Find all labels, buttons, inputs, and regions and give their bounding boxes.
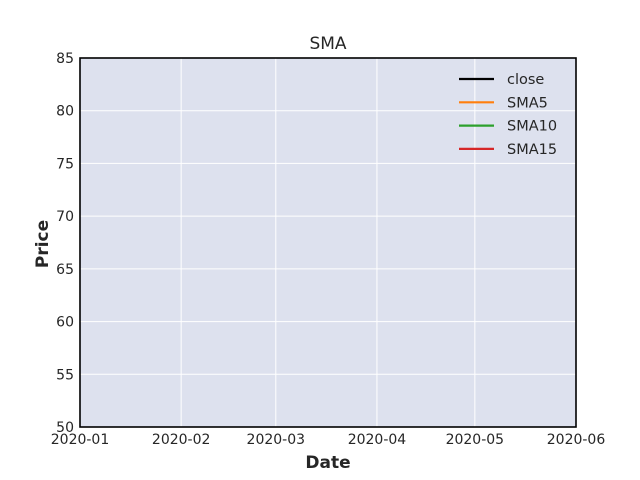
- x-axis-label: Date: [305, 453, 350, 473]
- legend-label-sma15: SMA15: [507, 142, 557, 158]
- y-tick-label: 50: [56, 420, 74, 436]
- y-tick-label: 85: [56, 51, 74, 67]
- x-tick-label: 2020-06: [547, 432, 606, 448]
- legend-label-sma10: SMA10: [507, 119, 557, 135]
- chart-title: SMA: [309, 34, 346, 54]
- y-tick-label: 65: [56, 262, 74, 278]
- y-axis-label: Price: [33, 220, 53, 268]
- y-tick-label: 60: [56, 315, 74, 331]
- legend: close SMA5 SMA10 SMA15: [459, 72, 557, 158]
- y-tick-label: 80: [56, 104, 74, 120]
- y-tick-label: 70: [56, 209, 74, 225]
- x-axis-ticks: 2020-01 2020-02 2020-03 2020-04 2020-05 2020-…: [51, 432, 606, 448]
- x-tick-label: 2020-03: [247, 432, 306, 448]
- x-tick-label: 2020-01: [51, 432, 110, 448]
- plot-area: [80, 58, 576, 427]
- x-tick-label: 2020-04: [348, 432, 407, 448]
- y-axis-ticks: 50 55 60 65 70 75 80 85: [56, 51, 74, 436]
- legend-label-sma5: SMA5: [507, 95, 548, 111]
- legend-label-close: close: [507, 72, 544, 88]
- x-tick-label: 2020-05: [446, 432, 505, 448]
- y-tick-label: 75: [56, 156, 74, 172]
- y-tick-label: 55: [56, 367, 74, 383]
- x-tick-label: 2020-02: [152, 432, 211, 448]
- plot-frame: [79, 57, 577, 428]
